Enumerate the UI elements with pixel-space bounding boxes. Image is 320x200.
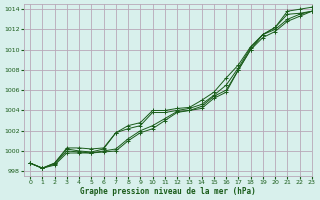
- X-axis label: Graphe pression niveau de la mer (hPa): Graphe pression niveau de la mer (hPa): [80, 187, 256, 196]
